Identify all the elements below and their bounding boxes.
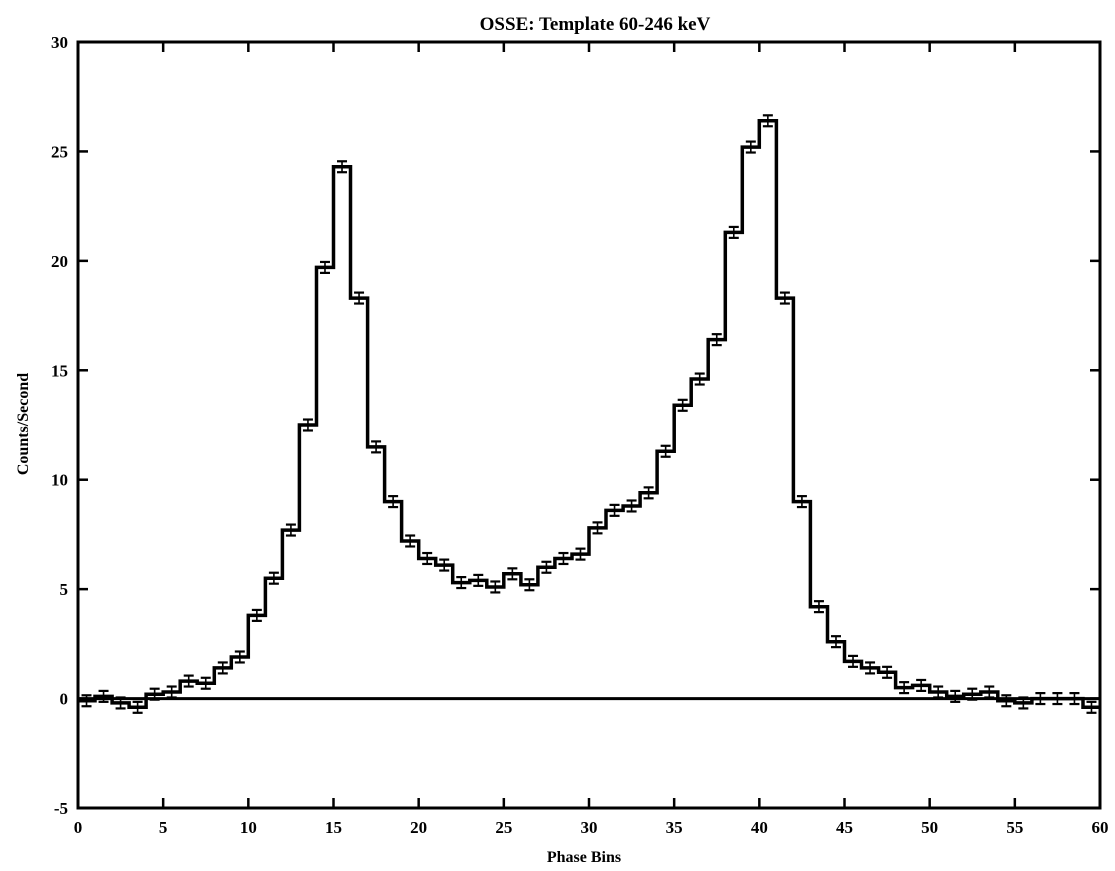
x-tick-label: 40 <box>751 818 768 837</box>
x-axis-label: Phase Bins <box>547 849 621 866</box>
y-tick-label: 20 <box>51 252 68 271</box>
plot-frame <box>76 40 1102 810</box>
x-tick-label: 5 <box>159 818 168 837</box>
y-tick-label: 30 <box>51 33 68 52</box>
y-tick-label: -5 <box>54 799 68 818</box>
x-tick-label: 55 <box>1006 818 1023 837</box>
x-tick-label: 20 <box>410 818 427 837</box>
x-tick-label: 30 <box>581 818 598 837</box>
x-tick-label: 60 <box>1092 818 1109 837</box>
y-tick-label: 25 <box>51 142 68 161</box>
series-step-line <box>78 119 1100 710</box>
x-tick-label: 50 <box>921 818 938 837</box>
y-tick-label: 10 <box>51 471 68 490</box>
x-tick-label: 35 <box>666 818 683 837</box>
x-tick-label: 45 <box>836 818 853 837</box>
x-tick-label: 15 <box>325 818 342 837</box>
x-tick-label: 10 <box>240 818 257 837</box>
error-bars <box>81 114 1097 714</box>
chart-title: OSSE: Template 60-246 keV <box>480 14 711 35</box>
y-tick-label: 5 <box>60 580 69 599</box>
tick-labels: 0 5 10 15 20 25 30 35 40 45 50 55 60 -5 0 5 10 15 20 25 30 <box>51 33 1109 837</box>
y-tick-label: 0 <box>60 690 69 709</box>
y-axis-label: Counts/Second <box>15 373 32 475</box>
y-tick-label: 15 <box>51 361 68 380</box>
x-tick-label: 0 <box>74 818 83 837</box>
x-tick-label: 25 <box>495 818 512 837</box>
